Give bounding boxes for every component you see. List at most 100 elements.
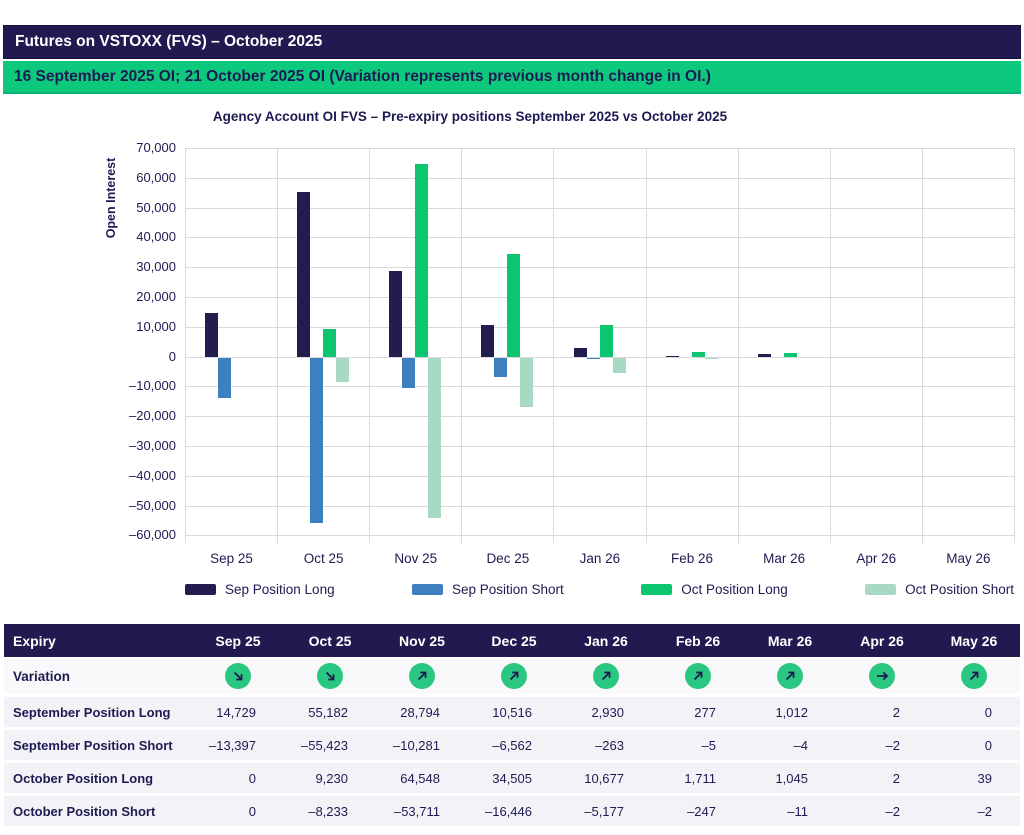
table-cell: 28,794 [400,704,440,720]
table-cell: 14,729 [216,704,256,720]
table-cell: –53,711 [393,803,440,819]
variation-cell [560,663,652,689]
gridline-vertical [1014,148,1015,543]
bar-oct-long [507,253,521,357]
legend-item: Sep Position Short [411,582,564,597]
gridline-horizontal [185,177,1014,179]
title-bar: Futures on VSTOXX (FVS) – October 2025 [3,25,1021,59]
table-cell: 0 [248,803,256,819]
y-tick-label: 20,000 [136,289,176,304]
table-header-row: Expiry Sep 25 Oct 25 Nov 25 Dec 25 Jan 26 Feb … [4,624,1020,657]
table-cell: 34,505 [492,770,532,786]
table-cell: 55,182 [308,704,348,720]
y-tick-label: 0 [168,348,176,364]
bar-sep-long [481,325,495,357]
oi-bar-chart: Agency Account OI FVS – Pre-expiry posit… [0,94,1024,624]
table-cell: –2 [885,737,900,753]
table-cell: –55,423 [301,737,348,753]
y-tick-label: –40,000 [129,467,176,483]
bar-oct-short [612,357,626,374]
bar-sep-long [665,355,679,357]
bar-sep-long [573,347,587,357]
table-cell: 64,548 [400,770,440,786]
bar-oct-short [336,357,350,383]
gridline-horizontal [185,297,1014,298]
bar-oct-long [691,351,705,357]
variation-row: Variation [4,658,1020,694]
y-tick-label: 50,000 [136,199,176,215]
header-cell-month: May 26 [950,632,998,649]
table-cell: 0 [984,704,992,720]
legend-swatch-icon [641,584,673,595]
y-tick-label: –60,000 [129,527,176,543]
variation-cell [284,663,376,689]
gridline-horizontal [185,356,1014,358]
legend-label: Oct Position Long [681,582,788,597]
table-cell: 0 [984,737,992,753]
y-tick-label: 40,000 [136,229,176,245]
table-cell: 10,677 [584,770,624,786]
gridline-vertical [829,148,831,543]
table-cell: –4 [793,737,808,753]
bar-oct-short [520,357,534,407]
subtitle-bar: 16 September 2025 OI; 21 October 2025 OI… [3,61,1021,94]
x-tick-label: Dec 25 [486,551,530,566]
table-cell: 0 [248,770,256,786]
gridline-horizontal [185,535,1014,537]
gridline-vertical [185,148,186,543]
gridline-vertical [553,148,555,543]
header-cell-month: Mar 26 [767,632,813,649]
table-cell: 9,230 [315,770,348,786]
variation-cell [468,663,560,689]
table-cell: –2 [977,803,992,819]
table-cell: 1,012 [775,704,808,720]
y-tick-label: –30,000 [129,438,176,453]
gridline-horizontal [185,475,1014,477]
gridline-vertical [461,148,463,543]
gridline-horizontal [185,386,1014,388]
table-row: October Position Short 0 –8,233 –53,711 –16,… [4,796,1020,826]
legend-swatch-icon [185,584,216,595]
variation-arrow-up-right-icon [961,663,987,689]
table-row: September Position Long 14,729 55,182 28,79… [4,697,1020,727]
x-tick-label: Nov 25 [394,551,438,566]
bar-sep-long [757,353,771,357]
variation-label: Variation [13,668,71,684]
variation-arrow-up-right-icon [777,663,803,689]
bar-sep-short [494,357,508,378]
bar-oct-long [415,164,429,357]
y-tick-label: –50,000 [129,497,176,513]
gridline-horizontal [185,148,1014,149]
table-row: October Position Long 0 9,230 64,548 34,505 1… [4,763,1020,793]
gridline-horizontal [185,505,1014,507]
table-cell: –16,446 [485,803,532,819]
bar-sep-short [586,357,600,359]
variation-cell [652,663,744,689]
table-cell: –6,562 [492,737,532,753]
bar-sep-short [402,357,416,389]
variation-cell [836,663,928,689]
table-cell: 1,045 [775,770,808,786]
gridline-horizontal [185,267,1014,269]
x-tick-label: May 26 [946,551,991,566]
table-cell: –247 [687,803,716,819]
header-cell-month: Nov 25 [399,632,445,649]
report-title: Futures on VSTOXX (FVS) – October 2025 [15,33,323,50]
gridline-vertical [277,148,279,543]
gridline-horizontal [185,446,1014,447]
bar-oct-long [323,329,337,357]
table-cell: –5 [701,737,716,753]
bar-sep-long [297,192,311,357]
table-cell: 2,930 [591,704,624,720]
gridline-vertical [921,148,923,543]
variation-arrow-down-right-icon [317,663,343,689]
table-cell: 39 [977,770,992,786]
y-tick-label: –10,000 [129,378,176,394]
y-tick-label: 60,000 [136,169,176,185]
header-cell-month: Dec 25 [491,632,537,649]
x-tick-label: Sep 25 [210,551,253,566]
y-tick-label: 30,000 [136,259,176,275]
row-label: October Position Long [13,770,154,786]
gridline-horizontal [185,237,1014,239]
